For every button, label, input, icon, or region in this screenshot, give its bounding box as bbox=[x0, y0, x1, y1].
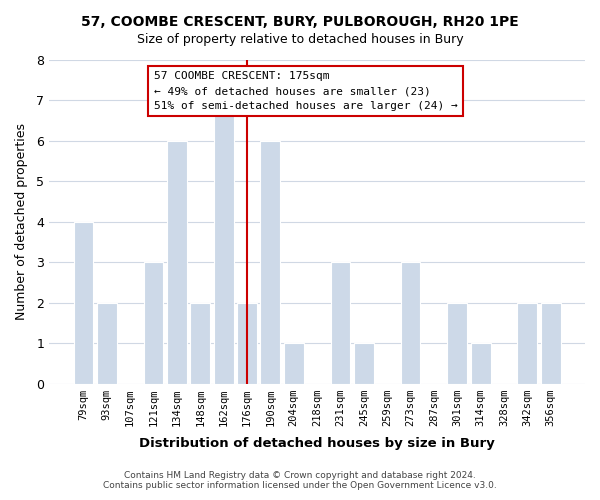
Bar bbox=[354, 343, 374, 384]
Bar bbox=[471, 343, 491, 384]
X-axis label: Distribution of detached houses by size in Bury: Distribution of detached houses by size … bbox=[139, 437, 495, 450]
Text: Size of property relative to detached houses in Bury: Size of property relative to detached ho… bbox=[137, 32, 463, 46]
Bar bbox=[74, 222, 94, 384]
Text: 57, COOMBE CRESCENT, BURY, PULBOROUGH, RH20 1PE: 57, COOMBE CRESCENT, BURY, PULBOROUGH, R… bbox=[81, 15, 519, 29]
Bar bbox=[284, 343, 304, 384]
Bar bbox=[143, 262, 163, 384]
Bar bbox=[517, 302, 537, 384]
Bar bbox=[331, 262, 350, 384]
Bar bbox=[260, 141, 280, 384]
Text: 57 COOMBE CRESCENT: 175sqm
← 49% of detached houses are smaller (23)
51% of semi: 57 COOMBE CRESCENT: 175sqm ← 49% of deta… bbox=[154, 72, 457, 111]
Bar bbox=[214, 100, 233, 384]
Bar bbox=[190, 302, 210, 384]
Y-axis label: Number of detached properties: Number of detached properties bbox=[15, 124, 28, 320]
Bar bbox=[448, 302, 467, 384]
Bar bbox=[541, 302, 560, 384]
Text: Contains HM Land Registry data © Crown copyright and database right 2024.
Contai: Contains HM Land Registry data © Crown c… bbox=[103, 470, 497, 490]
Bar bbox=[237, 302, 257, 384]
Bar bbox=[401, 262, 421, 384]
Bar bbox=[97, 302, 117, 384]
Bar bbox=[167, 141, 187, 384]
